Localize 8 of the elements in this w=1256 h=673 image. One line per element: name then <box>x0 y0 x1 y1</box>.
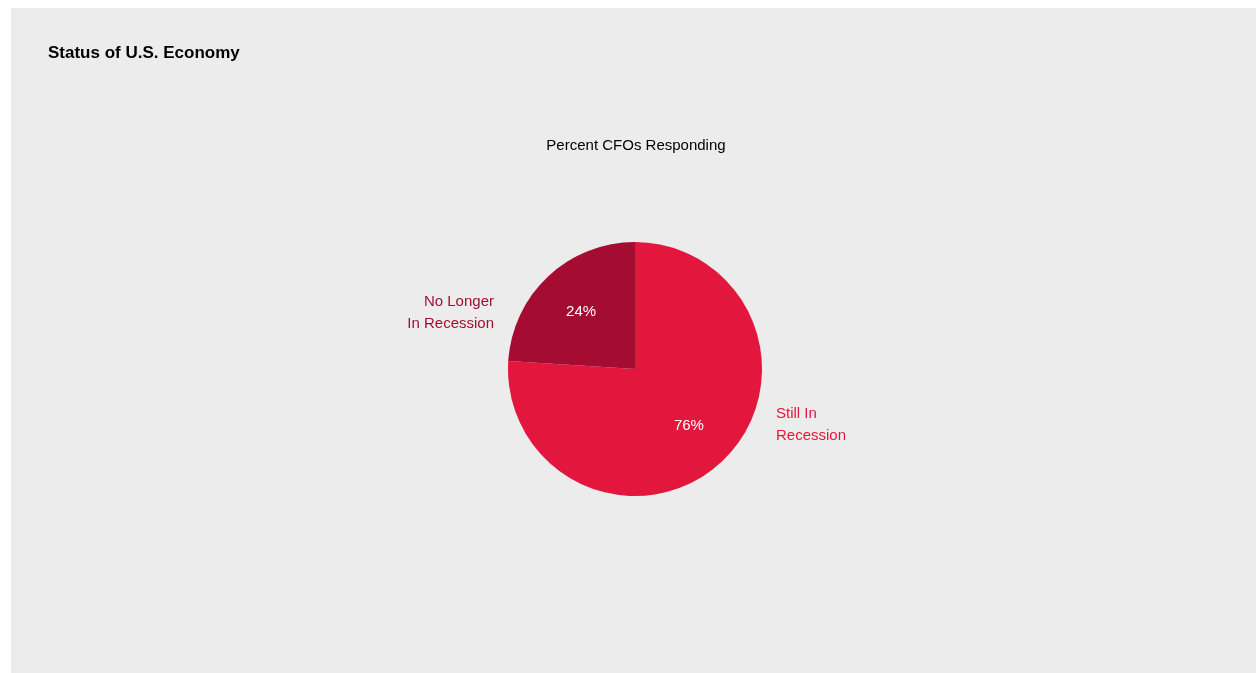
slice-label: No Longer In Recession <box>407 292 494 332</box>
data-label: 76% <box>673 416 704 434</box>
chart-subtitle: Percent CFOs Responding <box>546 136 726 153</box>
slice-label: Still In Recession <box>776 403 847 443</box>
pie-slice <box>508 242 762 496</box>
text: Status of U.S. Economy <box>48 43 241 62</box>
pie-slice <box>508 242 635 369</box>
data-label: 24% <box>566 301 597 319</box>
